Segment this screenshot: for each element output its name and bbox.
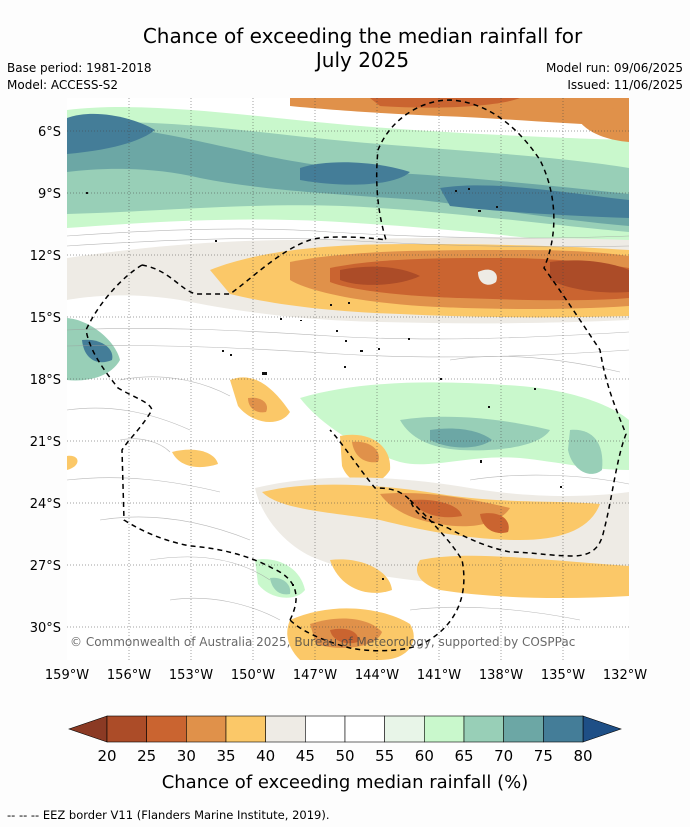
lon-label-141w: 141°W bbox=[417, 668, 461, 683]
colorbar-segment bbox=[463, 715, 504, 743]
dry-band-gap bbox=[478, 269, 497, 285]
colorbar-segment bbox=[225, 715, 266, 743]
colorbar-tick-label: 80 bbox=[573, 747, 592, 765]
lon-label-144w: 144°W bbox=[355, 668, 399, 683]
dry-spot-3-core bbox=[352, 441, 379, 463]
base-period: Base period: 1981-2018 bbox=[7, 61, 152, 75]
dry-spot-west-edge bbox=[67, 455, 78, 470]
dry-strip-north bbox=[290, 98, 629, 126]
colorbar-tick-label: 65 bbox=[454, 747, 473, 765]
wet-core-east bbox=[440, 185, 629, 218]
lat-label-18s: 18°S bbox=[30, 373, 61, 388]
colorbar-tick-label: 70 bbox=[494, 747, 513, 765]
colorbar-tick-label: 55 bbox=[375, 747, 394, 765]
model-name: Model: ACCESS-S2 bbox=[7, 78, 119, 92]
rainfall-map: © Commonwealth of Australia 2025, Bureau… bbox=[30, 98, 647, 793]
colorbar-segments bbox=[106, 715, 584, 743]
dry-spot-ne bbox=[580, 108, 629, 142]
model-run: Model run: 09/06/2025 bbox=[545, 61, 683, 75]
dry-patch-bottom-30 bbox=[330, 628, 359, 644]
colorbar-segment bbox=[344, 715, 385, 743]
lat-label-6s: 6°S bbox=[38, 125, 61, 140]
copyright-watermark: © Commonwealth of Australia 2025, Bureau… bbox=[70, 635, 575, 649]
dry-band-27s bbox=[416, 555, 629, 598]
colorbar-tick-label: 75 bbox=[534, 747, 553, 765]
wet-spot-east bbox=[568, 429, 603, 474]
lon-label-147w: 147°W bbox=[293, 668, 337, 683]
lat-label-15s: 15°S bbox=[30, 311, 61, 326]
dry-core-west bbox=[340, 266, 420, 285]
dry-strip-north-core bbox=[370, 98, 520, 108]
title-line-2: July 2025 bbox=[315, 48, 410, 72]
colorbar-segment bbox=[384, 715, 425, 743]
lat-label-24s: 24°S bbox=[30, 497, 61, 512]
issued-date: Issued: 11/06/2025 bbox=[567, 78, 683, 92]
colorbar-tick-label: 50 bbox=[335, 747, 354, 765]
map-field: © Commonwealth of Australia 2025, Bureau… bbox=[67, 98, 629, 660]
wet-tongue-dark bbox=[430, 428, 492, 448]
colorbar-segment bbox=[186, 715, 227, 743]
map-title: Chance of exceeding the median rainfall … bbox=[100, 24, 625, 72]
colorbar-tick-label: 25 bbox=[137, 747, 156, 765]
colorbar: 20 25 30 35 40 45 50 55 60 65 70 75 80 Chance of exc… bbox=[68, 715, 622, 793]
colorbar-segment bbox=[265, 715, 306, 743]
lat-label-21s: 21°S bbox=[30, 435, 61, 450]
dry-spot-27s-west bbox=[330, 559, 392, 593]
lon-label-150w: 150°W bbox=[231, 668, 275, 683]
dry-spot-south-30 bbox=[480, 513, 509, 534]
lat-label-30s: 30°S bbox=[30, 621, 61, 636]
lon-label-138w: 138°W bbox=[479, 668, 523, 683]
lat-labels: 6°S 9°S 12°S 15°S 18°S 21°S 24°S 27°S 30… bbox=[30, 125, 61, 636]
lon-labels: 159°W 156°W 153°W 150°W 147°W 144°W 141°… bbox=[45, 668, 647, 683]
lon-label-159w: 159°W bbox=[45, 668, 89, 683]
meta-right: Model run: 09/06/2025 Issued: 11/06/2025 bbox=[546, 60, 683, 94]
lat-label-27s: 27°S bbox=[30, 559, 61, 574]
lon-label-132w: 132°W bbox=[603, 668, 647, 683]
colorbar-segment bbox=[146, 715, 187, 743]
meta-left: Base period: 1981-2018 Model: ACCESS-S2 bbox=[7, 60, 152, 94]
grid-lines bbox=[67, 98, 629, 660]
colorbar-segment bbox=[543, 715, 584, 743]
colorbar-segment bbox=[106, 715, 147, 743]
colorbar-segment bbox=[424, 715, 465, 743]
colorbar-tick-label: 45 bbox=[296, 747, 315, 765]
lat-label-12s: 12°S bbox=[30, 249, 61, 264]
lon-label-135w: 135°W bbox=[541, 668, 585, 683]
colorbar-label: Chance of exceeding median rainfall (%) bbox=[162, 772, 529, 793]
lat-label-9s: 9°S bbox=[38, 187, 61, 202]
colorbar-segment bbox=[305, 715, 346, 743]
colorbar-tick-label: 40 bbox=[256, 747, 275, 765]
dry-spot-2 bbox=[172, 449, 218, 468]
colorbar-ticks: 20 25 30 35 40 45 50 55 60 65 70 75 80 bbox=[97, 747, 592, 765]
wet-core-center bbox=[300, 162, 410, 185]
colorbar-segment bbox=[503, 715, 544, 743]
colorbar-tick-label: 60 bbox=[415, 747, 434, 765]
wet-core-west bbox=[67, 113, 155, 154]
lon-label-153w: 153°W bbox=[169, 668, 213, 683]
colorbar-tick-label: 20 bbox=[97, 747, 116, 765]
eez-border bbox=[85, 99, 627, 652]
dry-band-south-30 bbox=[410, 499, 462, 518]
wet-patch-south bbox=[255, 559, 305, 598]
contour-lines bbox=[67, 228, 629, 621]
colorbar-high-extend bbox=[582, 715, 622, 743]
colorbar-tick-label: 35 bbox=[216, 747, 235, 765]
eez-legend-note: -- -- -- EEZ border V11 (Flanders Marine… bbox=[7, 808, 330, 822]
colorbar-tick-label: 30 bbox=[177, 747, 196, 765]
wet-patch-south-core bbox=[270, 577, 291, 595]
dry-core-east bbox=[550, 260, 629, 293]
lon-label-156w: 156°W bbox=[107, 668, 151, 683]
title-line-1: Chance of exceeding the median rainfall … bbox=[142, 24, 583, 48]
colorbar-low-extend bbox=[68, 715, 108, 743]
